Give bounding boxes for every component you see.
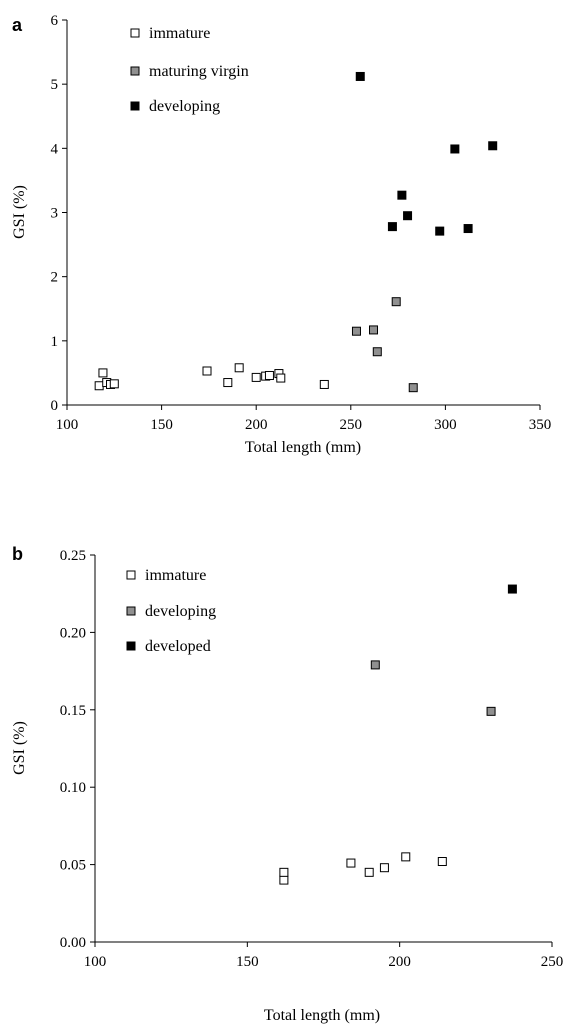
legend-a-label-immature: immature — [149, 25, 210, 42]
panel-a-letter: a — [12, 15, 23, 35]
panel-a-x-tick-label: 350 — [529, 417, 552, 433]
legend-a-swatch-developing — [130, 101, 140, 111]
legend-b-label-immature: immature — [145, 567, 206, 584]
data-point-developing — [397, 190, 407, 200]
panel-a-y-tick-label: 4 — [51, 141, 59, 157]
panel-b-letter: b — [12, 544, 23, 564]
data-point-immature — [98, 368, 108, 378]
panel-b-y-tick-label: 0.15 — [60, 703, 86, 719]
data-point-immature — [202, 366, 212, 376]
data-point-developing — [403, 211, 413, 221]
legend-a-label-developing: developing — [149, 98, 220, 115]
legend-b-swatch-immature — [126, 570, 136, 580]
data-point-maturing-virgin — [408, 383, 418, 393]
data-point-developing — [488, 141, 498, 151]
panel-b-y-tick-label: 0.10 — [60, 780, 86, 796]
data-point-developing — [450, 144, 460, 154]
data-point-immature — [251, 372, 261, 382]
panel-b-y-tick-label: 0.00 — [60, 935, 86, 951]
data-point-immature — [279, 867, 289, 877]
panel-a-scatter-chart: a 100 150 200 250 300 350 0 1 2 3 4 5 6 Total length… — [11, 13, 551, 456]
panel-b-legend: immature developing developed — [126, 567, 216, 655]
data-point-developing — [463, 224, 473, 234]
data-point-maturing-virgin — [372, 347, 382, 357]
data-point-immature — [319, 379, 329, 389]
panel-a-y-tick-label: 6 — [51, 13, 59, 29]
data-point-developing — [370, 660, 380, 670]
legend-a-label-maturing-virgin: maturing virgin — [149, 63, 249, 80]
panel-a-x-tick-label: 150 — [150, 417, 173, 433]
data-point-immature — [279, 875, 289, 885]
panel-a-x-tick-label: 250 — [340, 417, 363, 433]
data-point-developing — [387, 222, 397, 232]
panel-a-legend: immature maturing virgin developing — [130, 25, 249, 115]
data-point-immature — [276, 373, 286, 383]
legend-b-swatch-developing — [126, 606, 136, 616]
data-point-maturing-virgin — [351, 326, 361, 336]
panel-b-x-tick-label: 200 — [388, 954, 411, 970]
panel-b-x-tick-label: 150 — [236, 954, 259, 970]
panel-a-x-tick-label: 200 — [245, 417, 268, 433]
panel-a-points — [94, 71, 498, 393]
panel-b-points — [279, 584, 517, 885]
panel-b-y-axis-label: GSI (%) — [11, 721, 28, 775]
panel-a-y-axis-label: GSI (%) — [11, 185, 28, 239]
panel-a-y-tick-label: 3 — [51, 206, 59, 222]
panel-b-y-tick-label: 0.05 — [60, 858, 86, 874]
panel-b-x-tick-label: 100 — [84, 954, 107, 970]
legend-b-label-developed: developed — [145, 638, 211, 655]
panel-a-y-tick-label: 1 — [51, 334, 59, 350]
data-point-developed — [507, 584, 517, 594]
panel-b-x-axis-label: Total length (mm) — [264, 1007, 380, 1024]
panel-a-x-tick-label: 100 — [56, 417, 79, 433]
data-point-immature — [109, 379, 119, 389]
data-point-immature — [437, 857, 447, 867]
data-point-immature — [264, 370, 274, 380]
legend-b-label-developing: developing — [145, 603, 216, 620]
panel-a-x-axis-label: Total length (mm) — [245, 439, 361, 456]
data-point-immature — [94, 381, 104, 391]
data-point-immature — [223, 378, 233, 388]
data-point-maturing-virgin — [391, 297, 401, 307]
data-point-immature — [401, 852, 411, 862]
panel-a-ticks: 100 150 200 250 300 350 0 1 2 3 4 5 6 — [51, 13, 552, 433]
panel-b-y-tick-label: 0.20 — [60, 625, 86, 641]
panel-a-y-tick-label: 2 — [51, 270, 59, 286]
data-point-developing — [435, 226, 445, 236]
data-point-immature — [346, 858, 356, 868]
panel-b-scatter-chart: b 100 150 200 250 0.00 0.05 0.10 0.15 0.20 0.25 T… — [11, 544, 563, 1024]
legend-a-swatch-immature — [130, 28, 140, 38]
legend-b-swatch-developed — [126, 641, 136, 651]
panel-a-y-tick-label: 5 — [51, 77, 59, 93]
data-point-maturing-virgin — [369, 325, 379, 335]
panel-b-ticks: 100 150 200 250 0.00 0.05 0.10 0.15 0.20 0.25 — [60, 548, 564, 970]
panel-a-y-tick-label: 0 — [51, 398, 59, 414]
data-point-developing — [486, 706, 496, 716]
legend-a-swatch-maturing-virgin — [130, 66, 140, 76]
panel-b-x-tick-label: 250 — [541, 954, 564, 970]
panel-b-y-tick-label: 0.25 — [60, 548, 86, 564]
data-point-developing — [355, 71, 365, 81]
data-point-immature — [379, 863, 389, 873]
data-point-immature — [234, 363, 244, 373]
data-point-immature — [364, 867, 374, 877]
panel-a-x-tick-label: 300 — [434, 417, 457, 433]
